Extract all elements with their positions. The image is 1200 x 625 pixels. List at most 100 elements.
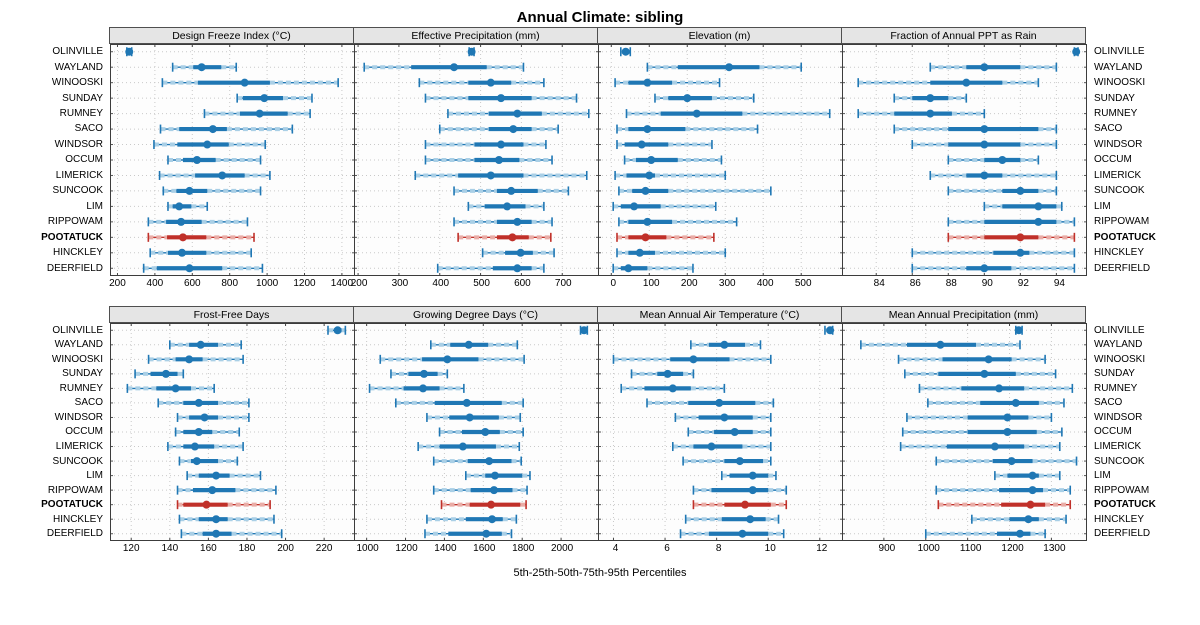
percentile-row (927, 398, 1065, 408)
percentile-row (467, 47, 476, 57)
percentile-row (994, 471, 1061, 481)
median-dot (980, 140, 989, 149)
station-label: SUNDAY (1094, 92, 1135, 104)
axis-tick-label: 120 (122, 543, 140, 554)
station-label: HINCKLEY (1094, 513, 1145, 525)
axis-tick-label: 220 (315, 543, 333, 554)
percentile-row (899, 442, 1061, 452)
percentile-row (149, 248, 253, 258)
strip-row: Frost-Free Days Growing Degree Days (°C) M… (0, 306, 1200, 323)
median-dot (513, 217, 522, 226)
median-dot (202, 500, 211, 509)
station-label: POOTATUCK (1094, 231, 1156, 243)
panel-plot-elevation (598, 44, 843, 276)
axis-tick-label: 600 (514, 278, 531, 289)
station-labels-right: OLINVILLE WAYLAND WINOOSKI SUNDAY RUMNEY SACO… (1087, 44, 1197, 276)
percentile-row (142, 263, 264, 273)
station-label: WINOOSKI (51, 353, 103, 365)
median-dot (748, 486, 757, 495)
axis-tick-label: 500 (473, 278, 490, 289)
median-dot (689, 355, 698, 364)
station-label: RIPPOWAM (1094, 216, 1150, 228)
median-dot (645, 171, 654, 180)
median-dot (178, 248, 187, 257)
panel-header-design-freeze-index: Design Freeze Index (°C) (109, 27, 354, 44)
percentile-row (612, 263, 694, 273)
percentile-row (983, 201, 1063, 211)
station-label: SUNCOOK (52, 455, 103, 467)
axis-tick-label: 300 (718, 278, 736, 289)
station-label: OCCUM (65, 154, 103, 166)
axis-tick-label: 100 (642, 278, 660, 289)
axis-tick-label: 6 (664, 543, 670, 554)
percentile-row (625, 109, 831, 119)
percentile-row (929, 170, 1058, 180)
median-dot (240, 78, 249, 87)
axis-tick-label: 160 (200, 543, 217, 554)
axis-row: 120 140 160 180 200 220 1000 1200 1400 1600 1800 20… (0, 541, 1200, 558)
percentile-row (203, 109, 311, 119)
percentile-row (911, 248, 1076, 258)
axis-tick-label: 400 (146, 278, 164, 289)
median-dot (926, 94, 935, 103)
panel-header-mean-annual-air-temperature: Mean Annual Air Temperature (°C) (597, 306, 842, 323)
median-dot (715, 398, 724, 407)
panel-axis-frost-free-days: 120 140 160 180 200 220 (110, 541, 355, 558)
plot-row: OLINVILLE WAYLAND WINOOSKI SUNDAY RUMNEY SACO… (0, 44, 1200, 276)
axis-tick-label: 1000 (255, 278, 279, 289)
percentile-row (824, 325, 835, 335)
median-dot (1015, 529, 1024, 538)
median-dot (192, 156, 201, 164)
panel-axis-growing-degree-days: 1000 1200 1400 1600 1800 2000 (355, 541, 600, 558)
percentile-row (620, 383, 726, 393)
axis-tick-label: 400 (756, 278, 774, 289)
station-label: OCCUM (1094, 154, 1132, 166)
median-dot (1016, 186, 1025, 195)
median-dot (624, 264, 633, 273)
panel-header-mean-annual-precipitation: Mean Annual Precipitation (mm) (841, 306, 1086, 323)
median-dot (643, 78, 652, 87)
station-label: OLINVILLE (52, 324, 103, 336)
median-dot (490, 486, 498, 495)
axis-tick-label: 180 (238, 543, 256, 554)
median-dot (419, 384, 428, 393)
percentile-row (390, 369, 449, 379)
median-dot (730, 428, 739, 436)
axis-tick-label: 1000 (356, 543, 379, 554)
median-dot (1028, 486, 1037, 495)
percentile-row (654, 93, 755, 103)
median-dot (503, 202, 512, 211)
panel-band-bottom: Frost-Free Days Growing Degree Days (°C) M… (0, 306, 1200, 558)
percentile-row (901, 427, 1063, 437)
axis-tick-label: 1100 (959, 543, 982, 554)
median-dot (486, 78, 495, 87)
panel-header-frost-free-days: Frost-Free Days (109, 306, 354, 323)
panel-plot-fraction-ppt-rain (842, 44, 1087, 276)
station-label: POOTATUCK (41, 499, 103, 511)
median-dot (208, 125, 217, 134)
station-label: RIPPOWAM (47, 484, 103, 496)
plot-row: OLINVILLE WAYLAND WINOOSKI SUNDAY RUMNEY SACO… (0, 323, 1200, 541)
median-dot (641, 233, 650, 242)
percentile-row (465, 471, 531, 481)
station-label: LIMERICK (1094, 441, 1142, 453)
percentile-row (395, 398, 524, 408)
median-dot (826, 326, 835, 335)
median-dot (255, 109, 264, 118)
axis-tick-label: 200 (277, 543, 294, 554)
station-labels-right: OLINVILLE WAYLAND WINOOSKI SUNDAY RUMNEY SACO… (1087, 323, 1197, 541)
median-dot (720, 413, 729, 422)
percentile-row (167, 201, 209, 211)
axis-tick-label: 1400 (434, 543, 457, 554)
station-label: WINDSOR (54, 411, 103, 423)
median-dot (1034, 202, 1043, 211)
percentile-row (418, 78, 545, 88)
percentile-row (630, 369, 695, 379)
median-dot (984, 355, 993, 364)
percentile-row (424, 140, 547, 150)
median-dot (995, 384, 1004, 393)
percentile-row (430, 340, 519, 350)
panel-axis-design-freeze-index: 200 400 600 800 1000 1200 1400 (109, 276, 355, 293)
panel-header-elevation: Elevation (m) (597, 27, 842, 44)
percentile-row (178, 456, 239, 466)
